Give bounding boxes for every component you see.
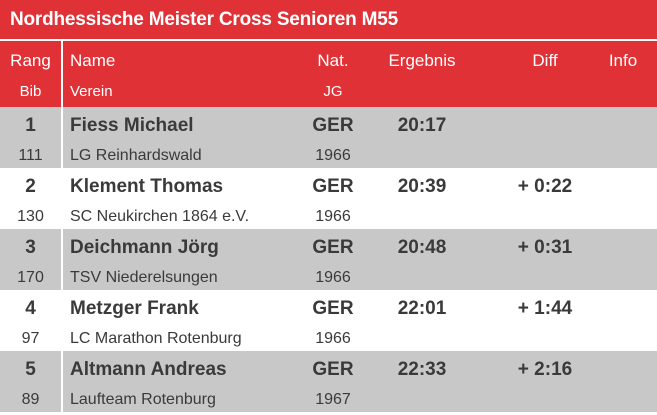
athlete-name[interactable]: Fiess Michael	[70, 115, 194, 136]
result-value: 22:33	[397, 359, 447, 380]
table-row[interactable]: 5 89 Altmann Andreas Laufteam Rotenburg …	[0, 351, 657, 412]
athlete-name[interactable]: Klement Thomas	[70, 176, 224, 197]
club-name[interactable]: LG Reinhardswald	[70, 147, 202, 164]
nationality-value: GER	[312, 359, 354, 380]
page-title: Nordhessische Meister Cross Senioren M55	[10, 8, 398, 30]
column-divider	[61, 168, 63, 229]
rank-value: 5	[25, 359, 36, 380]
diff-value: + 2:16	[517, 359, 573, 380]
result-value: 20:48	[397, 237, 447, 258]
table-row[interactable]: 3 170 Deichmann Jörg TSV Niederelsungen …	[0, 229, 657, 290]
birth-year-value: 1966	[315, 330, 351, 347]
birth-year-value: 1966	[315, 269, 351, 286]
birth-year-value: 1966	[315, 147, 351, 164]
header-result[interactable]: Ergebnis	[388, 51, 456, 70]
club-name[interactable]: LC Marathon Rotenburg	[70, 330, 242, 347]
header-bib[interactable]: Bib	[19, 83, 42, 100]
column-divider	[61, 41, 63, 107]
nationality-value: GER	[312, 237, 354, 258]
nationality-value: GER	[312, 176, 354, 197]
athlete-name[interactable]: Altmann Andreas	[70, 359, 227, 380]
birth-year-value: 1966	[315, 208, 351, 225]
athlete-name[interactable]: Deichmann Jörg	[70, 237, 219, 258]
column-divider	[61, 290, 63, 351]
diff-value: + 0:22	[517, 176, 573, 197]
diff-value: + 0:31	[517, 237, 573, 258]
nationality-value: GER	[312, 115, 354, 136]
result-value: 22:01	[397, 298, 447, 319]
header-club[interactable]: Verein	[70, 83, 113, 100]
table-row[interactable]: 4 97 Metzger Frank LC Marathon Rotenburg…	[0, 290, 657, 351]
club-name[interactable]: Laufteam Rotenburg	[70, 391, 216, 408]
table-row[interactable]: 1 111 Fiess Michael LG Reinhardswald GER…	[0, 107, 657, 168]
bib-value: 97	[21, 330, 40, 347]
club-name[interactable]: TSV Niederelsungen	[70, 269, 218, 286]
header-info[interactable]: Info	[608, 51, 638, 70]
bib-value: 89	[21, 391, 40, 408]
result-value: 20:39	[397, 176, 447, 197]
rank-value: 3	[25, 237, 36, 258]
header-diff[interactable]: Diff	[532, 51, 558, 70]
club-name[interactable]: SC Neukirchen 1864 e.V.	[70, 208, 250, 225]
athlete-name[interactable]: Metzger Frank	[70, 298, 199, 319]
bib-value: 111	[18, 147, 43, 164]
header-year[interactable]: JG	[323, 83, 343, 100]
nationality-value: GER	[312, 298, 354, 319]
column-divider	[61, 351, 63, 412]
table-row[interactable]: 2 130 Klement Thomas SC Neukirchen 1864 …	[0, 168, 657, 229]
bib-value: 170	[17, 269, 44, 286]
header-name[interactable]: Name	[70, 51, 116, 70]
birth-year-value: 1967	[315, 391, 351, 408]
column-divider	[61, 229, 63, 290]
diff-value: + 1:44	[517, 298, 573, 319]
result-value: 20:17	[397, 115, 447, 136]
results-title-bar: Nordhessische Meister Cross Senioren M55	[0, 0, 657, 41]
bib-value: 130	[17, 208, 44, 225]
table-header: Rang Bib Name Verein Nat. JG Ergebnis Di…	[0, 41, 657, 107]
rank-value: 2	[25, 176, 36, 197]
rank-value: 4	[25, 298, 36, 319]
rank-value: 1	[25, 115, 36, 136]
header-nationality[interactable]: Nat.	[317, 51, 349, 70]
header-rank[interactable]: Rang	[10, 51, 51, 70]
column-divider	[61, 107, 63, 168]
